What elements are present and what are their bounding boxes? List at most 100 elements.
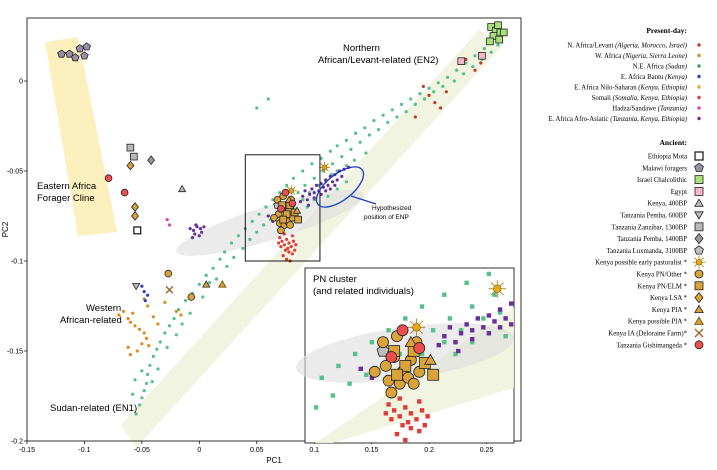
inset-ancient-marker [376,344,390,357]
ancient-marker-ray [325,168,329,172]
inset-point [497,310,503,315]
point [156,322,160,326]
inset-point [405,420,411,425]
point [208,281,212,285]
x-tick-label: -0.05 [134,447,150,454]
ancient-marker-core [288,188,294,194]
ancient-marker [292,206,302,214]
legend-ancient-marker-ray [694,263,698,268]
ancient-marker [65,49,74,58]
legend-present-item: N. Africa/Levant (Algeria, Morocco, Isra… [567,43,687,50]
ancient-marker [71,53,80,62]
point [142,389,146,393]
point [340,174,344,178]
point [151,315,155,319]
inset-point [391,408,397,413]
inset-point [442,339,447,345]
point [255,230,259,234]
inset-point [403,405,408,410]
point [248,237,252,241]
inset-point [486,271,492,277]
legend-ancient-item: Kenya, 400BP [647,201,687,208]
point [328,149,332,153]
inset-point [492,292,497,297]
legend-present-marker [697,43,701,47]
inset-point [486,331,492,336]
point [353,131,358,135]
inset-point [456,348,461,354]
legend-ancient-item: Kenya IA (Deloraine Farm)* [608,331,687,338]
label-eastern-2: Forager Cline [37,193,95,204]
point [165,345,169,349]
point [376,128,381,132]
ancient-marker [478,52,486,60]
point [282,232,286,236]
point [158,340,162,344]
point [281,254,285,258]
point [128,353,132,357]
inset-point [403,316,408,321]
point [422,97,427,101]
point [290,252,294,256]
point [163,300,167,304]
point [133,324,137,328]
point [179,313,183,317]
point [452,79,456,83]
x-tick-label: 0.2 [424,447,434,454]
inset-point [458,328,464,333]
legend-ancient-item: Tanzania Pemba, 1400BP [617,236,687,243]
point [344,164,348,168]
inset-point [442,334,447,339]
inset-point [497,307,503,312]
ancient-marker [75,44,85,53]
point [364,151,368,155]
point [144,381,149,385]
point [438,106,443,110]
inset-ancient-marker [391,368,403,381]
label-sudan: Sudan-related (EN1) [50,403,137,414]
ancient-marker-b [165,285,174,294]
point [202,225,206,229]
x-tick-label: 0 [197,447,201,454]
point [167,223,172,227]
point [140,284,144,288]
point [296,191,300,195]
inset-point [470,328,475,333]
legend-present-title: Present-day: [646,26,687,35]
inset-point [330,393,336,398]
inset-ellipse [296,323,514,383]
point [286,246,290,250]
inset-point [419,408,425,413]
legend-ancient-marker [694,151,704,161]
point [427,93,431,97]
inset-ancient-marker [399,359,412,372]
ancient-marker-ray [320,168,324,172]
label-western-1: Western [86,303,121,314]
legend-ancient-marker [694,304,704,314]
inset-point [397,414,402,419]
y-tick-label: -0.1 [11,259,23,266]
y-tick-label: -0.15 [7,349,23,356]
legend-present-item: Hadza/Sandawe (Tanzania) [612,106,687,113]
ancient-marker [286,221,294,229]
ancient-marker-ray [320,163,324,166]
inset-title-1: PN cluster [313,274,357,285]
inset-point [419,304,425,309]
inset-point [470,339,475,345]
legend-ancient-item: Tanzania Zanzibar, 1300BP [612,224,688,231]
legend-ancient-item: Kenya possible early pastoralist * [595,260,687,267]
inset-ancient-marker [488,279,507,298]
point [218,257,222,261]
legend-present-marker [697,106,701,110]
inset-point [364,372,369,377]
inset-point [319,375,324,380]
y-axis-label: PC2 [1,221,10,237]
legend-ancient-marker [694,281,704,291]
ancient-marker [80,51,89,60]
inset-title-2: (and related individuals) [313,286,414,297]
legend-ancient-marker [694,198,704,207]
point [278,236,282,240]
point [444,90,448,94]
point [461,72,466,76]
